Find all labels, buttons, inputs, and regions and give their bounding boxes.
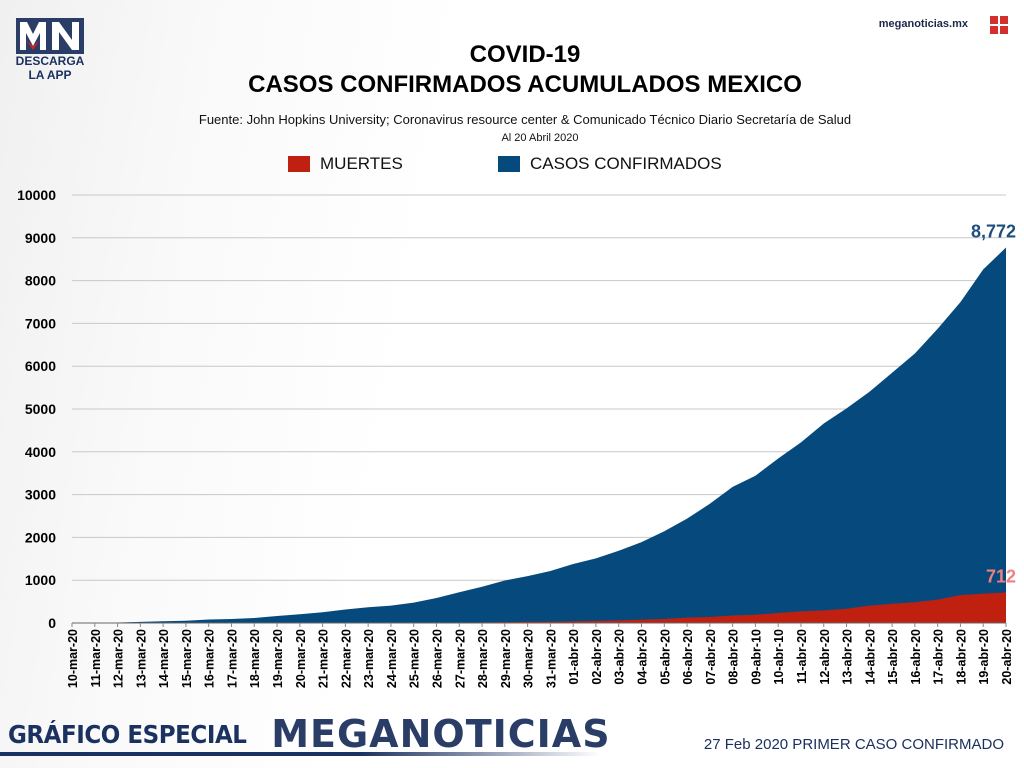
x-tick-label-11: 21-mar-20	[317, 629, 331, 688]
y-tick-label-2000: 2000	[25, 529, 56, 545]
app-logo[interactable]: DESCARGA LA APP	[14, 18, 86, 82]
x-tick-label-25: 04-abr-20	[636, 629, 650, 685]
x-tick-label-21: 31-mar-20	[544, 629, 558, 688]
x-tick-label-2: 12-mar-20	[112, 629, 126, 688]
x-tick-label-19: 29-mar-20	[499, 629, 513, 688]
x-tick-label-26: 05-abr-20	[658, 629, 672, 685]
x-tick-label-29: 08-abr-20	[727, 629, 741, 685]
title-line-1: COVID-19	[469, 41, 581, 68]
x-tick-label-36: 15-abr-20	[886, 629, 900, 685]
y-tick-label-6000: 6000	[25, 358, 56, 374]
x-tick-label-35: 14-abr-20	[863, 629, 877, 685]
x-tick-label-40: 19-abr-20	[977, 629, 991, 685]
y-tick-label-8000: 8000	[25, 273, 56, 289]
x-tick-label-23: 02-abr-20	[590, 629, 604, 685]
area-series-deaths	[72, 592, 1006, 623]
x-tick-label-10: 20-mar-20	[294, 629, 308, 688]
x-tick-label-9: 19-mar-20	[271, 629, 285, 688]
x-tick-label-3: 13-mar-20	[134, 629, 148, 688]
y-tick-label-7000: 7000	[25, 315, 56, 331]
mn-logo-icon	[16, 18, 84, 54]
x-tick-label-14: 24-mar-20	[385, 629, 399, 688]
special-graphic-label: GRÁFICO ESPECIAL	[8, 719, 247, 749]
x-tick-label-5: 15-mar-20	[180, 629, 194, 688]
y-tick-label-3000: 3000	[25, 487, 56, 503]
footer-bar	[0, 752, 600, 756]
x-tick-label-27: 06-abr-20	[681, 629, 695, 685]
data-label-confirmed: 8,772	[971, 222, 1016, 242]
x-tick-label-39: 18-abr-20	[954, 629, 968, 685]
x-tick-label-8: 18-mar-20	[248, 629, 262, 688]
x-tick-label-18: 28-mar-20	[476, 629, 490, 688]
x-tick-label-17: 27-mar-20	[453, 629, 467, 688]
download-app-label: DESCARGA LA APP	[15, 54, 85, 82]
x-tick-label-38: 17-abr-20	[932, 629, 946, 685]
x-tick-label-16: 26-mar-20	[431, 629, 445, 688]
legend: MUERTES CASOS CONFIRMADOS	[0, 154, 1024, 176]
footer-branding: GRÁFICO ESPECIAL MEGANOTICIAS	[8, 712, 611, 756]
area-series-confirmed	[72, 247, 1006, 623]
x-tick-label-15: 25-mar-20	[408, 629, 422, 688]
y-tick-label-0: 0	[48, 615, 56, 631]
legend-swatch-deaths	[288, 156, 310, 172]
x-tick-label-6: 16-mar-20	[203, 629, 217, 688]
source-note: Fuente: John Hopkins University; Coronav…	[198, 112, 852, 127]
x-tick-label-1: 11-mar-20	[89, 629, 103, 687]
chart-title: COVID-19 CASOS CONFIRMADOS ACUMULADOS ME…	[0, 40, 1024, 100]
x-tick-label-0: 10-mar-20	[66, 629, 80, 688]
legend-item-deaths: MUERTES	[288, 154, 403, 174]
data-label-deaths: 712	[986, 567, 1016, 587]
x-tick-label-13: 23-mar-20	[362, 629, 376, 688]
legend-item-cases: CASOS CONFIRMADOS	[498, 154, 722, 174]
x-tick-label-32: 11-abr-20	[795, 629, 809, 684]
y-tick-label-5000: 5000	[25, 401, 56, 417]
y-tick-label-4000: 4000	[25, 444, 56, 460]
x-tick-label-22: 01-abr-20	[567, 629, 581, 685]
app-grid-icon[interactable]	[990, 16, 1008, 34]
site-url[interactable]: meganoticias.mx	[878, 18, 968, 30]
x-tick-label-34: 13-abr-20	[841, 629, 855, 685]
x-tick-label-31: 10-abr-10	[772, 629, 786, 685]
y-tick-label-9000: 9000	[25, 230, 56, 246]
y-tick-label-10000: 10000	[17, 187, 56, 203]
x-tick-label-37: 16-abr-20	[909, 629, 923, 685]
date-note: Al 20 Abril 2020	[501, 132, 579, 144]
x-tick-label-41: 20-abr-20	[1000, 629, 1014, 685]
x-tick-label-4: 14-mar-20	[157, 629, 171, 688]
title-line-2: CASOS CONFIRMADOS ACUMULADOS MEXICO	[248, 71, 802, 98]
y-tick-label-1000: 1000	[25, 572, 56, 588]
x-tick-label-33: 12-abr-20	[818, 629, 832, 685]
legend-label-deaths: MUERTES	[320, 154, 403, 173]
x-tick-label-24: 03-abr-20	[613, 629, 627, 685]
legend-swatch-cases	[498, 156, 520, 172]
x-tick-label-12: 22-mar-20	[339, 629, 353, 688]
first-case-note: 27 Feb 2020 PRIMER CASO CONFIRMADO	[703, 736, 1004, 753]
area-chart: 0 1000 2000 3000 4000 5000 6000 7000 8000 9000 100…	[17, 187, 1016, 688]
legend-label-cases: CASOS CONFIRMADOS	[530, 154, 722, 173]
x-tick-label-30: 09-abr-10	[749, 629, 763, 685]
x-tick-label-7: 17-mar-20	[226, 629, 240, 688]
x-tick-label-28: 07-abr-20	[704, 629, 718, 685]
x-tick-label-20: 30-mar-20	[522, 629, 536, 688]
brand-wordmark: MEGANOTICIAS	[271, 712, 611, 756]
